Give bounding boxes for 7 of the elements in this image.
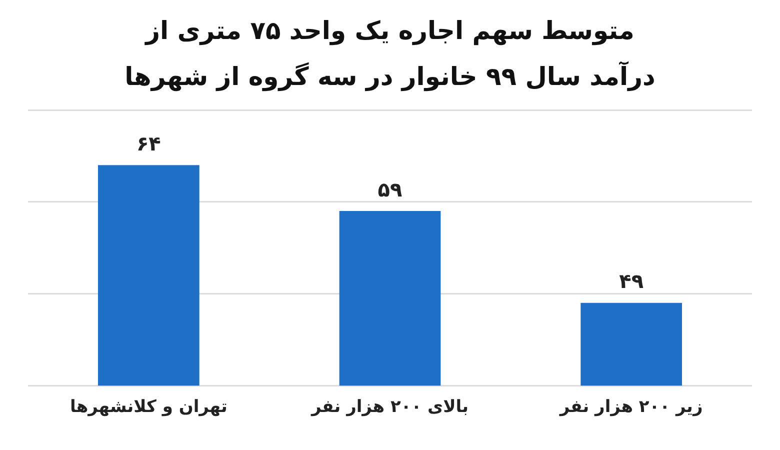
data-label: ۴۹ (619, 269, 644, 294)
x-tick-label: بالای ۲۰۰ هزار نفر (310, 397, 469, 418)
x-tick-label: تهران و کلانشهرها (70, 397, 228, 418)
chart-title: متوسط سهم اجاره یک واحد ۷۵ متری از درآمد سال ۹۹ خانوار در سه گروه از شهرها (124, 15, 656, 94)
x-tick-label: زیر ۲۰۰ هزار نفر (558, 397, 703, 418)
data-label: ۵۹ (378, 177, 402, 202)
data-label: ۶۴ (136, 131, 161, 156)
